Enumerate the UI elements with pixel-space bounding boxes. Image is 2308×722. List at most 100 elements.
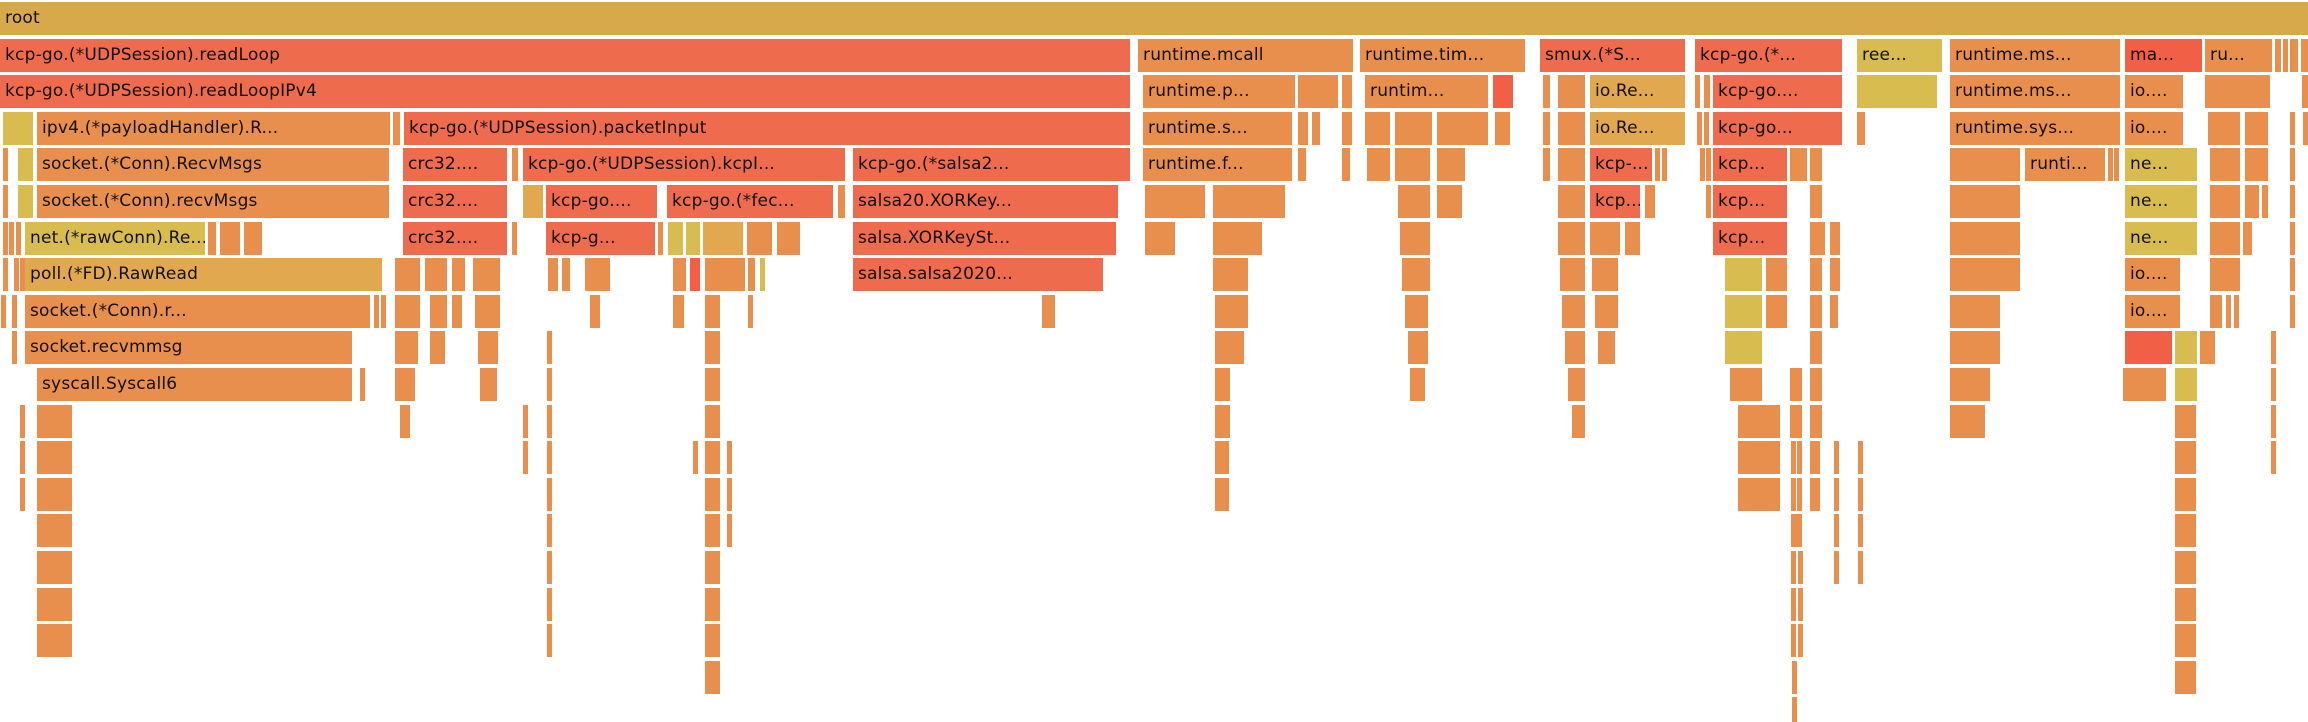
flame-frame-socket-conn-r[interactable]: socket.(*Conn).r...: [25, 294, 370, 328]
flame-frame[interactable]: [690, 258, 700, 292]
flame-frame[interactable]: [1625, 221, 1640, 255]
flame-frame[interactable]: [395, 368, 415, 401]
flame-frame-runtime-tim[interactable]: runtime.tim...: [1360, 38, 1525, 72]
flame-frame[interactable]: [1215, 368, 1230, 401]
flame-frame[interactable]: [1704, 111, 1709, 145]
flame-frame[interactable]: [1558, 75, 1585, 109]
flame-frame[interactable]: [585, 258, 610, 292]
flame-frame[interactable]: [2271, 331, 2276, 365]
flame-frame[interactable]: [20, 441, 25, 475]
flame-frame[interactable]: [12, 331, 17, 365]
flame-frame[interactable]: [747, 221, 772, 255]
flame-frame[interactable]: [2302, 75, 2308, 109]
flame-frame[interactable]: [20, 404, 25, 438]
flame-frame[interactable]: [425, 258, 447, 292]
flame-frame[interactable]: [705, 514, 720, 548]
flame-frame[interactable]: [1858, 551, 1863, 584]
flame-frame[interactable]: [1834, 441, 1839, 475]
flame-frame[interactable]: [1342, 75, 1352, 109]
flame-frame[interactable]: [693, 441, 698, 475]
flame-frame[interactable]: [2125, 331, 2172, 365]
flame-frame[interactable]: [1342, 111, 1352, 145]
flame-frame[interactable]: [1834, 477, 1839, 511]
flame-frame[interactable]: [1560, 258, 1585, 292]
flame-frame[interactable]: [1562, 294, 1585, 328]
flame-frame[interactable]: [705, 331, 720, 365]
flame-frame[interactable]: [1790, 368, 1802, 401]
flame-frame[interactable]: [590, 294, 600, 328]
flame-frame-ipv4-payloadhandler-r[interactable]: ipv4.(*payloadHandler).R...: [37, 111, 390, 145]
flame-frame[interactable]: [1367, 148, 1390, 182]
flame-frame[interactable]: [1437, 111, 1488, 145]
flame-frame[interactable]: [2208, 111, 2240, 145]
flame-frame[interactable]: [374, 294, 379, 328]
flame-frame[interactable]: [748, 294, 753, 328]
flame-frame[interactable]: [2290, 185, 2295, 218]
flame-frame[interactable]: [37, 624, 72, 658]
flame-frame[interactable]: [2290, 148, 2295, 182]
flame-frame[interactable]: [2271, 368, 2276, 401]
flame-frame[interactable]: [547, 368, 552, 401]
flame-frame[interactable]: [2234, 294, 2239, 328]
flame-frame[interactable]: [2243, 221, 2252, 255]
flame-frame[interactable]: [2205, 75, 2270, 109]
flame-frame[interactable]: [2262, 185, 2268, 218]
flame-frame[interactable]: [220, 221, 240, 255]
flame-frame[interactable]: [2210, 221, 2240, 255]
flame-frame[interactable]: [1797, 477, 1802, 511]
flame-frame[interactable]: [2290, 111, 2295, 145]
flame-frame[interactable]: [1568, 368, 1585, 401]
flame-frame[interactable]: [2245, 185, 2259, 218]
flame-frame-io[interactable]: io....: [2125, 258, 2180, 292]
flame-frame-ne[interactable]: ne...: [2125, 148, 2197, 182]
flame-frame[interactable]: [703, 221, 743, 255]
flame-frame[interactable]: [705, 587, 720, 621]
flame-frame[interactable]: [1215, 331, 1244, 365]
flame-frame[interactable]: [1810, 221, 1825, 255]
flame-frame[interactable]: [1543, 75, 1550, 109]
flame-frame[interactable]: [658, 221, 663, 255]
flame-frame[interactable]: [1298, 148, 1306, 182]
flame-frame[interactable]: [1791, 551, 1796, 584]
flame-frame[interactable]: [1215, 404, 1230, 438]
flame-frame[interactable]: [1950, 331, 2000, 365]
flame-frame-io-re[interactable]: io.Re...: [1590, 75, 1685, 109]
flame-frame[interactable]: [1662, 148, 1667, 182]
flame-frame-kcp-go-fec[interactable]: kcp-go.(*fec...: [667, 185, 833, 218]
flame-frame[interactable]: [400, 404, 410, 438]
flame-frame[interactable]: [2210, 294, 2222, 328]
flame-frame[interactable]: [393, 111, 400, 145]
flame-frame[interactable]: [1558, 148, 1585, 182]
flame-frame[interactable]: [705, 624, 720, 658]
flame-frame[interactable]: [547, 624, 552, 658]
flame-frame[interactable]: [668, 221, 683, 255]
flame-frame[interactable]: [777, 221, 800, 255]
flame-frame[interactable]: [1791, 477, 1796, 511]
flame-frame-kcp-go[interactable]: kcp-go.(*...: [1695, 38, 1842, 72]
flame-frame[interactable]: [2290, 221, 2295, 255]
flame-frame[interactable]: [1738, 404, 1780, 438]
flame-frame[interactable]: [1312, 111, 1320, 145]
flame-frame[interactable]: [20, 477, 25, 511]
flame-frame-socket-conn-recvmsgs[interactable]: socket.(*Conn).RecvMsgs: [37, 148, 389, 182]
flame-frame-runti[interactable]: runti...: [2025, 148, 2105, 182]
flame-frame[interactable]: [37, 441, 72, 475]
flame-frame-runtime-ms[interactable]: runtime.ms...: [1950, 75, 2120, 109]
flame-frame[interactable]: [1706, 185, 1711, 218]
flame-frame[interactable]: [547, 331, 552, 365]
flame-frame[interactable]: [2175, 477, 2196, 511]
flame-frame-runtime-sys[interactable]: runtime.sys...: [1950, 111, 2120, 145]
flame-frame[interactable]: [1655, 148, 1660, 182]
flame-frame[interactable]: [705, 441, 720, 475]
flame-frame[interactable]: [16, 221, 21, 255]
flame-frame[interactable]: [1792, 660, 1797, 694]
flame-frame[interactable]: [37, 514, 72, 548]
flame-frame[interactable]: [1810, 368, 1822, 401]
flame-frame[interactable]: [2200, 331, 2215, 365]
flame-frame[interactable]: [727, 477, 732, 511]
flame-frame[interactable]: [452, 258, 465, 292]
flame-frame[interactable]: [37, 477, 72, 511]
flame-frame[interactable]: [1572, 404, 1585, 438]
flame-frame[interactable]: [1493, 75, 1513, 109]
flame-frame[interactable]: [37, 551, 72, 584]
